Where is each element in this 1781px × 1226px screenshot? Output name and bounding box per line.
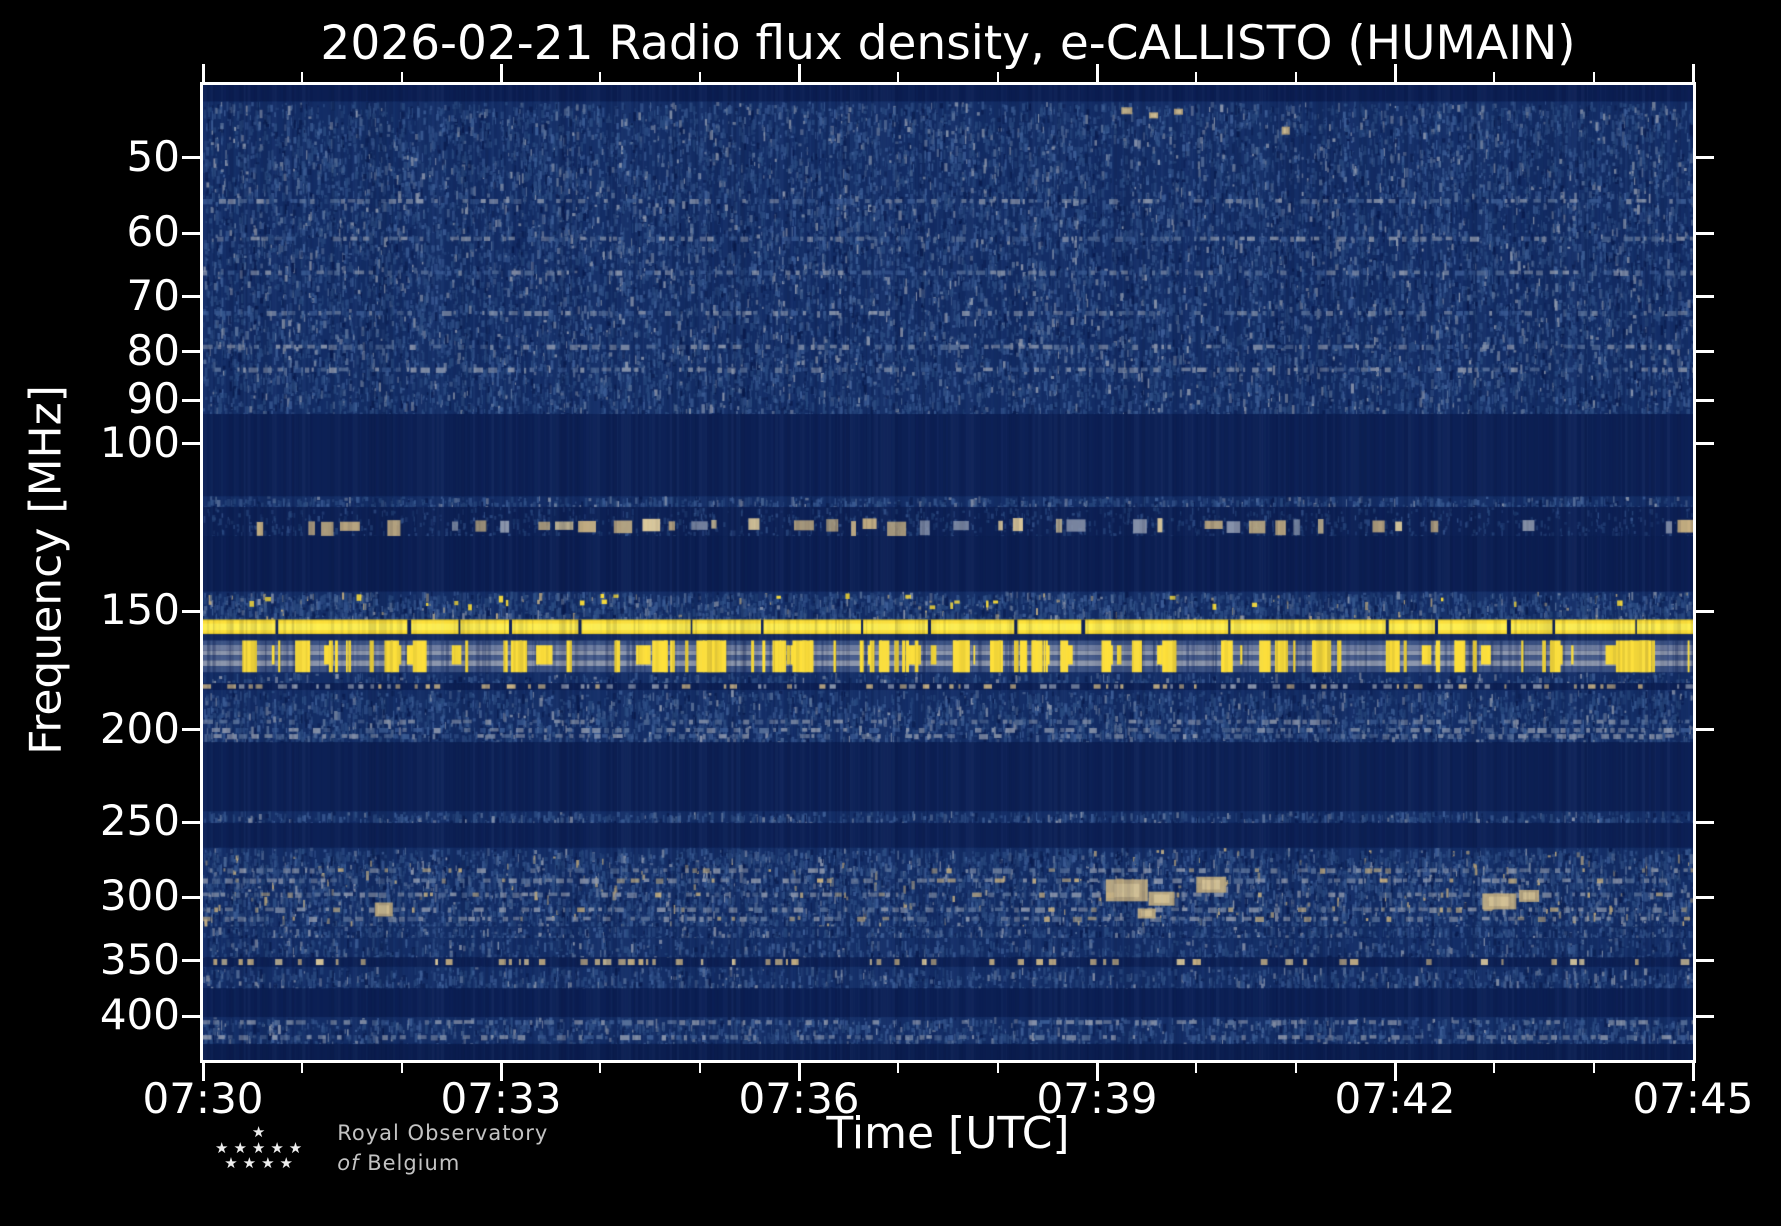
axis-tick (182, 728, 200, 732)
chart-title: 2026-02-21 Radio flux density, e-CALLIST… (320, 16, 1576, 71)
axis-tick (182, 609, 200, 613)
axis-tick (499, 1063, 503, 1081)
axis-tick (897, 72, 900, 82)
axis-tick (1696, 820, 1714, 824)
x-tick-label: 07:42 (1334, 1074, 1456, 1123)
x-tick-label: 07:33 (440, 1074, 562, 1123)
axis-tick (897, 1063, 900, 1073)
axis-tick (698, 72, 701, 82)
axis-tick (1195, 1063, 1198, 1073)
axis-tick (1393, 1063, 1397, 1081)
axis-tick (1294, 1063, 1297, 1073)
axis-tick (182, 295, 200, 299)
axis-tick (182, 895, 200, 899)
rob-logo-of: of (337, 1151, 360, 1176)
axis-tick (1696, 895, 1714, 899)
axis-tick (1294, 72, 1297, 82)
axis-tick (1195, 72, 1198, 82)
axis-tick (1696, 442, 1714, 446)
axis-tick (797, 64, 801, 82)
axis-tick (1493, 1063, 1496, 1073)
y-tick-label: 350 (99, 934, 180, 984)
axis-tick (1691, 1063, 1695, 1081)
rob-logo-text: Royal Observatory of Belgium (337, 1118, 548, 1179)
axis-tick (797, 1063, 801, 1081)
y-tick-label: 70 (126, 270, 180, 320)
axis-tick (996, 72, 999, 82)
y-tick-label: 100 (99, 417, 180, 467)
axis-tick (1696, 156, 1714, 160)
axis-tick (1095, 1063, 1099, 1081)
star-icon-row: ★★★★ (224, 1154, 299, 1173)
axis-tick (182, 959, 200, 963)
axis-tick (182, 442, 200, 446)
axis-tick (1696, 231, 1714, 235)
y-tick-label: 90 (126, 374, 180, 424)
plot-area (200, 82, 1696, 1063)
axis-tick (182, 820, 200, 824)
axis-tick (1696, 398, 1714, 402)
axis-tick (400, 72, 403, 82)
y-tick-label: 300 (99, 871, 180, 921)
y-tick-label: 400 (99, 990, 180, 1039)
axis-tick (301, 72, 304, 82)
axis-tick (1592, 1063, 1595, 1073)
rob-logo-line1: Royal Observatory (337, 1121, 549, 1145)
axis-tick (1696, 295, 1714, 299)
y-tick-label: 200 (99, 703, 180, 753)
axis-tick (499, 64, 503, 82)
axis-tick (1696, 959, 1714, 963)
axis-tick (599, 1063, 602, 1073)
y-tick-label: 60 (126, 207, 180, 257)
x-axis-label: Time [UTC] (826, 1108, 1070, 1159)
axis-tick (201, 64, 205, 82)
axis-tick (1592, 72, 1595, 82)
star-icon-row: ★ (251, 1122, 271, 1141)
axis-tick (1696, 1014, 1714, 1018)
axis-tick (1696, 728, 1714, 732)
axis-tick (1095, 64, 1099, 82)
axis-tick (698, 1063, 701, 1073)
axis-tick (182, 350, 200, 354)
axis-tick (400, 1063, 403, 1073)
y-tick-label: 250 (99, 796, 180, 846)
rob-logo-stars: ★ ★★★★★ ★★★★ (210, 1122, 308, 1173)
x-tick-label: 07:45 (1632, 1074, 1754, 1123)
star-icon-row: ★★★★★ (215, 1138, 308, 1157)
axis-tick (201, 1063, 205, 1081)
axis-tick (1393, 64, 1397, 82)
y-tick-label: 150 (99, 585, 180, 635)
axis-tick (182, 231, 200, 235)
x-tick-label: 07:36 (738, 1074, 860, 1123)
axis-tick (301, 1063, 304, 1073)
rob-logo-line2: Belgium (367, 1151, 461, 1176)
x-tick-label: 07:30 (142, 1074, 264, 1123)
axis-tick (182, 156, 200, 160)
axis-tick (996, 1063, 999, 1073)
x-tick-label: 07:39 (1036, 1074, 1158, 1123)
axis-tick (599, 72, 602, 82)
axis-tick (1493, 72, 1496, 82)
y-tick-label: 50 (126, 131, 180, 181)
axis-tick (1696, 350, 1714, 354)
rob-logo: ★ ★★★★★ ★★★★ Royal Observatory of Belgium (210, 1118, 548, 1179)
axis-tick (1696, 609, 1714, 613)
axis-tick (182, 398, 200, 402)
spectrogram-canvas (203, 85, 1693, 1060)
axis-tick (1691, 64, 1695, 82)
axis-tick (182, 1014, 200, 1018)
y-tick-label: 80 (126, 325, 180, 375)
